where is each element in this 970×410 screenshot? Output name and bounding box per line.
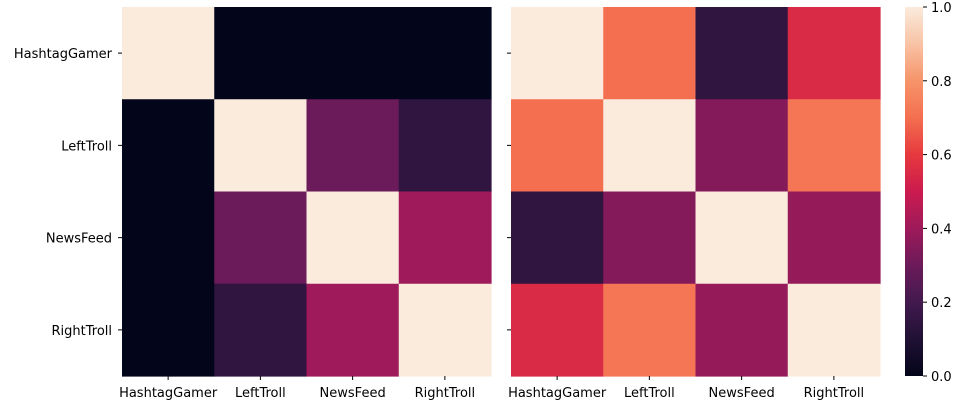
heatmap-cell-RightTroll-RightTroll bbox=[398, 283, 492, 377]
heatmap-cell-NewsFeed-NewsFeed bbox=[306, 191, 400, 285]
colorbar-tick-label: 0.2 bbox=[931, 296, 952, 311]
heatmap-cell-RightTroll-LeftTroll bbox=[214, 283, 308, 377]
y-tick-label: LeftTroll bbox=[61, 139, 112, 154]
heatmap-cell-LeftTroll-HashtagGamer bbox=[511, 99, 604, 193]
heatmap-cell-HashtagGamer-RightTroll bbox=[398, 7, 492, 100]
colorbar: 0.0 0.2 0.4 0.6 0.8 1.0 bbox=[905, 1, 952, 385]
heatmap-cell-RightTroll-HashtagGamer bbox=[511, 283, 604, 377]
x-tick-label: NewsFeed bbox=[709, 386, 775, 401]
colorbar-tick-label: 0.6 bbox=[931, 149, 952, 164]
x-tick-label: NewsFeed bbox=[320, 386, 386, 401]
x-tick-label: HashtagGamer bbox=[119, 386, 218, 401]
right-heatmap: HashtagGamer LeftTroll NewsFeed RightTroll bbox=[507, 7, 881, 401]
heatmap-cell-LeftTroll-LeftTroll bbox=[214, 99, 308, 193]
heatmap-cell-HashtagGamer-NewsFeed bbox=[695, 7, 789, 100]
heatmap-cell-NewsFeed-LeftTroll bbox=[214, 191, 308, 285]
heatmap-cell-HashtagGamer-HashtagGamer bbox=[511, 7, 604, 100]
heatmap-cell-NewsFeed-HashtagGamer bbox=[511, 191, 604, 285]
heatmap-cell-LeftTroll-LeftTroll bbox=[603, 99, 697, 193]
colorbar-tick-label: 0.4 bbox=[931, 222, 952, 237]
x-tick-label: RightTroll bbox=[415, 386, 476, 401]
colorbar-tick-label: 0.0 bbox=[931, 370, 952, 385]
heatmap-cell-LeftTroll-RightTroll bbox=[787, 99, 881, 193]
heatmap-cell-RightTroll-NewsFeed bbox=[306, 283, 400, 377]
x-tick-label: LeftTroll bbox=[624, 386, 675, 401]
y-tick-label: RightTroll bbox=[52, 324, 113, 339]
heatmap-cell-NewsFeed-HashtagGamer bbox=[122, 191, 215, 285]
heatmap-cell-RightTroll-LeftTroll bbox=[603, 283, 697, 377]
heatmap-cell-LeftTroll-NewsFeed bbox=[695, 99, 789, 193]
heatmap-cell-HashtagGamer-HashtagGamer bbox=[122, 7, 215, 100]
y-tick-label: NewsFeed bbox=[46, 232, 112, 247]
heatmap-cell-RightTroll-HashtagGamer bbox=[122, 283, 215, 377]
colorbar-tick-label: 1.0 bbox=[931, 1, 952, 16]
x-tick-label: HashtagGamer bbox=[508, 386, 607, 401]
heatmap-cell-RightTroll-RightTroll bbox=[787, 283, 881, 377]
left-heatmap: HashtagGamer LeftTroll NewsFeed RightTroll H… bbox=[14, 7, 492, 401]
colorbar-gradient bbox=[905, 7, 923, 376]
heatmap-cell-LeftTroll-RightTroll bbox=[398, 99, 492, 193]
heatmap-cell-HashtagGamer-LeftTroll bbox=[603, 7, 697, 100]
heatmap-cell-HashtagGamer-LeftTroll bbox=[214, 7, 308, 100]
heatmap-cell-NewsFeed-LeftTroll bbox=[603, 191, 697, 285]
heatmap-cell-LeftTroll-NewsFeed bbox=[306, 99, 400, 193]
heatmap-cell-NewsFeed-NewsFeed bbox=[695, 191, 789, 285]
x-tick-label: LeftTroll bbox=[235, 386, 286, 401]
heatmap-cell-HashtagGamer-NewsFeed bbox=[306, 7, 400, 100]
colorbar-tick-label: 0.8 bbox=[931, 75, 952, 90]
heatmap-cell-RightTroll-NewsFeed bbox=[695, 283, 789, 377]
y-tick-label: HashtagGamer bbox=[14, 47, 113, 62]
heatmap-cell-LeftTroll-HashtagGamer bbox=[122, 99, 215, 193]
x-tick-label: RightTroll bbox=[804, 386, 865, 401]
heatmap-cell-NewsFeed-RightTroll bbox=[787, 191, 881, 285]
heatmap-cell-NewsFeed-RightTroll bbox=[398, 191, 492, 285]
heatmap-cell-HashtagGamer-RightTroll bbox=[787, 7, 881, 100]
